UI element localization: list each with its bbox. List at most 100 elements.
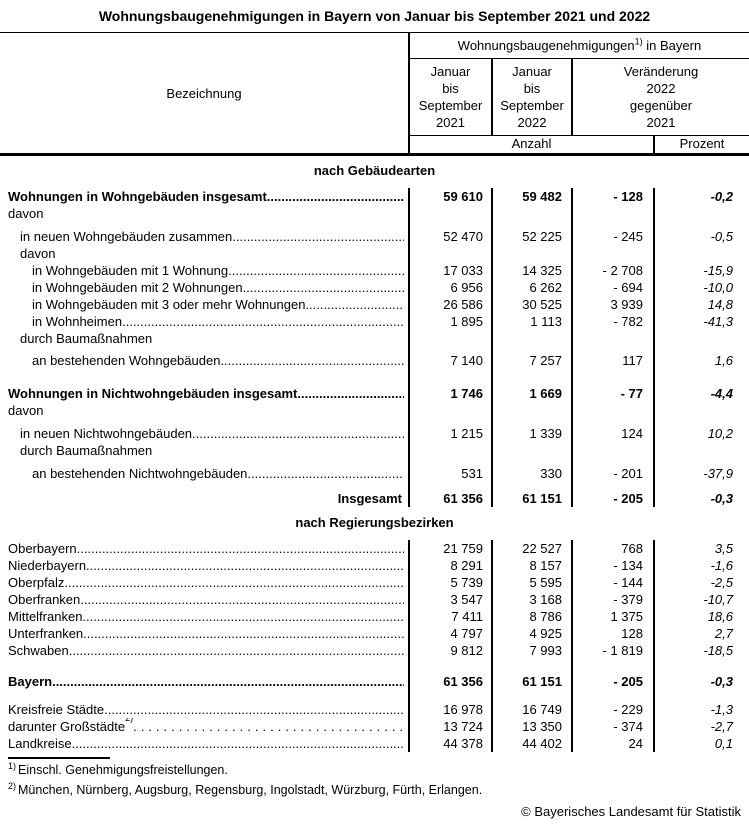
row-label-text: Oberbayern [8,541,77,556]
table-row: Wohnungen in Wohngebäuden insgesamt ....… [0,188,749,205]
dotted-leader: ........................................… [104,702,404,717]
value-2021: 1 746 [450,386,483,401]
row-label-text: Oberfranken [8,592,81,607]
value-2022: 7 993 [529,643,562,658]
value-change: - 379 [613,592,643,607]
value-percent: -10,7 [703,592,733,607]
value-change: - 205 [613,491,643,506]
row-label: Schwaben ...............................… [0,642,410,659]
unit-headers-row: Anzahl Prozent [410,136,749,153]
value-change: 3 939 [610,297,643,312]
value-2022: 61 151 [522,674,562,689]
value-percent: 10,2 [707,426,733,441]
column-divider-line [491,540,493,752]
row-label-text: Insgesamt [337,491,402,506]
value-2022: 1 669 [529,386,562,401]
row-label-text: Bayern [8,674,53,689]
row-label: darunter Großstädte 2) ..................… [0,718,410,735]
value-percent: 14,8 [707,297,733,312]
row-label-text: an bestehenden Wohngebäuden [32,353,221,368]
column-header-2022: Januar bis September 2022 [493,59,573,135]
value-change: - 144 [613,575,643,590]
row-label-text: in Wohngebäuden mit 1 Wohnung [32,263,229,278]
footnote: 1) Einschl. Genehmigungsfreistellungen. [8,759,749,779]
table-row: in Wohngebäuden mit 2 Wohnungen ........… [0,279,749,296]
row-label-text: Schwaben [8,643,69,658]
table-row: Oberfranken ............................… [0,591,749,608]
table-row: davon [0,245,749,262]
row-label: in neuen Wohngebäuden zusammen .........… [0,228,410,245]
table-section-block: Wohnungen in Wohngebäuden insgesamt ....… [0,188,749,507]
value-2021: 21 759 [443,541,483,556]
value-percent: -0,3 [710,491,733,506]
row-label-text: davon [20,246,56,261]
row-label: davon [0,205,410,222]
footnote: 2) München, Nürnberg, Augsburg, Regensbur… [8,779,749,799]
value-2022: 61 151 [522,491,562,506]
footnote-separator-rule [8,757,110,759]
row-label: Oberpfalz ..............................… [0,574,410,591]
column-group-header-text: Wohnungsbaugenehmigungen [457,38,635,53]
column-group-header: Wohnungsbaugenehmigungen1) in Bayern [410,33,749,59]
footnote-ref-1: 1) [634,36,643,47]
column-divider-line [408,540,410,752]
footnote-text: München, Nürnberg, Augsburg, Regensburg,… [18,783,483,797]
row-label: Mittelfranken ..........................… [0,608,410,625]
row-label-text: Niederbayern [8,558,87,573]
section-heading: nach Gebäudearten [313,163,436,178]
unit-header-anzahl: Anzahl [410,136,655,153]
column-headers-row: Januar bis September 2021 Januar bis Sep… [410,59,749,136]
value-2021: 59 610 [443,189,483,204]
value-2022: 4 925 [529,626,562,641]
column-header-change: Veränderung 2022 gegenüber 2021 [623,64,699,130]
row-label-text: Unterfranken [8,626,84,641]
value-2022: 30 525 [522,297,562,312]
value-change: - 245 [613,229,643,244]
row-label: durch Baumaßnahmen [0,442,410,459]
row-label: Kreisfreie Städte ......................… [0,701,410,718]
footnotes-list: 1) Einschl. Genehmigungsfreistellungen. 2)… [8,759,749,799]
dotted-leader: ........................................… [232,229,404,244]
table-row: Bayern .................................… [0,673,749,690]
row-label: davon [0,245,410,262]
row-label-text: in Wohngebäuden mit 3 oder mehr Wohnunge… [32,297,306,312]
value-2022: 44 402 [522,736,562,751]
value-2022: 8 786 [529,609,562,624]
row-label-text: durch Baumaßnahmen [20,443,153,458]
value-2022: 16 749 [522,702,562,717]
column-divider-line [408,188,410,507]
row-label: an bestehenden Nichtwohngebäuden .......… [0,465,410,482]
value-2021: 5 739 [450,575,483,590]
value-2022: 6 262 [529,280,562,295]
table-row: an bestehenden Nichtwohngebäuden .......… [0,465,749,482]
value-2022: 3 168 [529,592,562,607]
value-percent: -0,3 [710,674,733,689]
value-change: - 205 [613,674,643,689]
table-row: davon [0,205,749,222]
value-change: 128 [621,626,643,641]
table-row: in Wohnheimen ..........................… [0,313,749,330]
value-change: - 694 [613,280,643,295]
value-2021: 1 895 [450,314,483,329]
value-percent: 18,6 [707,609,733,624]
footnote-text: Einschl. Genehmigungsfreistellungen. [18,763,228,777]
table-row: in Wohngebäuden mit 3 oder mehr Wohnunge… [0,296,749,313]
column-header-2021: Januar bis September 2021 [410,59,493,135]
value-2021: 16 978 [443,702,483,717]
value-2021: 6 956 [450,280,483,295]
dotted-leader: ........................................… [80,592,404,607]
value-change: - 128 [613,189,643,204]
value-percent: -1,3 [710,702,733,717]
value-percent: -2,5 [710,575,733,590]
dotted-leader: ........................................… [82,609,404,624]
value-percent: -15,9 [703,263,733,278]
value-change: - 782 [613,314,643,329]
dotted-leader: ........................................… [64,575,404,590]
value-change: - 374 [613,719,643,734]
footnotes-area: 1) Einschl. Genehmigungsfreistellungen. 2)… [0,757,749,820]
row-label-text: Wohnungen in Nichtwohngebäuden insgesamt [8,386,298,401]
table-body: nach Gebäudearten Wohnungen in Wohngebäud… [0,162,749,752]
row-label: an bestehenden Wohngebäuden ............… [0,352,410,369]
value-2021: 61 356 [443,491,483,506]
